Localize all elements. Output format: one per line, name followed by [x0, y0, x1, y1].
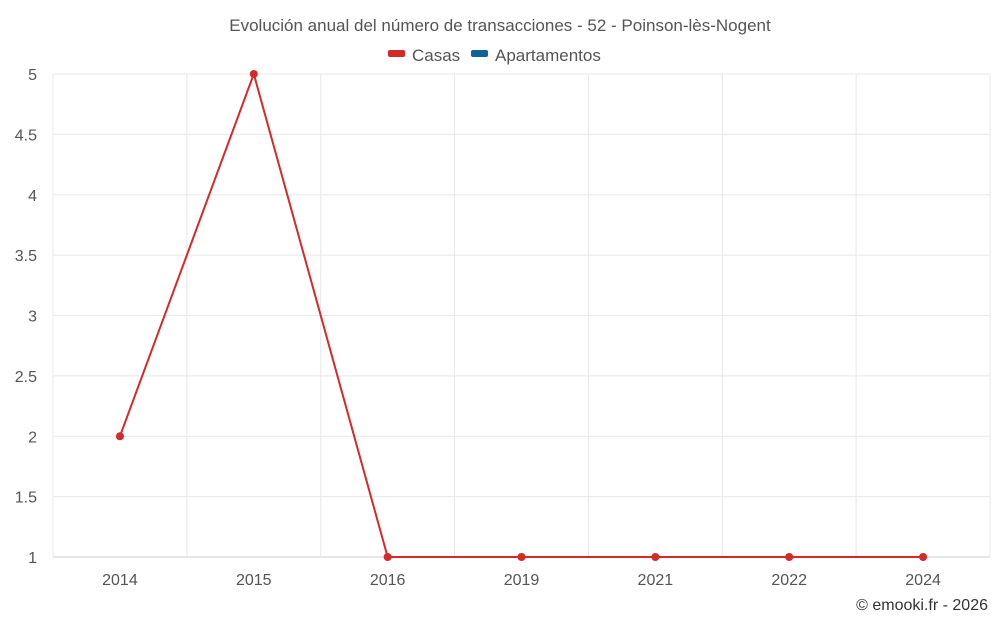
legend-label-apartamentos: Apartamentos: [495, 46, 601, 65]
data-point-casas[interactable]: [383, 553, 392, 561]
y-tick-label: 5: [28, 67, 37, 84]
y-tick-label: 1.5: [15, 490, 37, 507]
x-tick-label: 2024: [905, 572, 941, 589]
y-tick-label: 3.5: [15, 248, 37, 265]
x-tick-label: 2014: [102, 572, 138, 589]
legend: Casas Apartamentos: [388, 46, 601, 65]
y-tick-label: 1: [28, 550, 37, 567]
y-tick-label: 3: [28, 309, 37, 326]
credit: © emooki.fr - 2026: [856, 597, 988, 614]
data-point-casas[interactable]: [517, 553, 526, 561]
x-tick-label: 2019: [504, 572, 540, 589]
legend-swatch-apartamentos: [471, 50, 488, 57]
data-point-casas[interactable]: [785, 553, 794, 561]
y-tick-label: 4.5: [15, 127, 37, 144]
data-point-casas[interactable]: [115, 432, 124, 441]
y-tick-label: 2.5: [15, 369, 37, 386]
legend-item-apartamentos[interactable]: Apartamentos: [471, 46, 601, 65]
x-tick-label: 2022: [771, 572, 807, 589]
legend-item-casas[interactable]: Casas: [388, 46, 460, 65]
legend-label-casas: Casas: [412, 46, 460, 65]
chart-title: Evolución anual del número de transaccio…: [229, 16, 771, 35]
x-axis-ticks: 2014 2015 2016 2019 2021 2022 2024: [102, 572, 941, 589]
x-tick-label: 2015: [236, 572, 272, 589]
legend-swatch-casas: [388, 50, 405, 57]
grid: [52, 73, 991, 558]
data-point-casas[interactable]: [919, 553, 928, 561]
y-axis-ticks: 1 1.5 2 2.5 3 3.5 4 4.5 5: [15, 67, 37, 567]
y-tick-label: 4: [28, 188, 37, 205]
x-tick-label: 2016: [370, 572, 406, 589]
data-point-casas[interactable]: [249, 70, 258, 78]
x-tick-label: 2021: [638, 572, 674, 589]
y-tick-label: 2: [28, 429, 37, 446]
data-point-casas[interactable]: [651, 553, 660, 561]
series-casas: [115, 70, 928, 561]
